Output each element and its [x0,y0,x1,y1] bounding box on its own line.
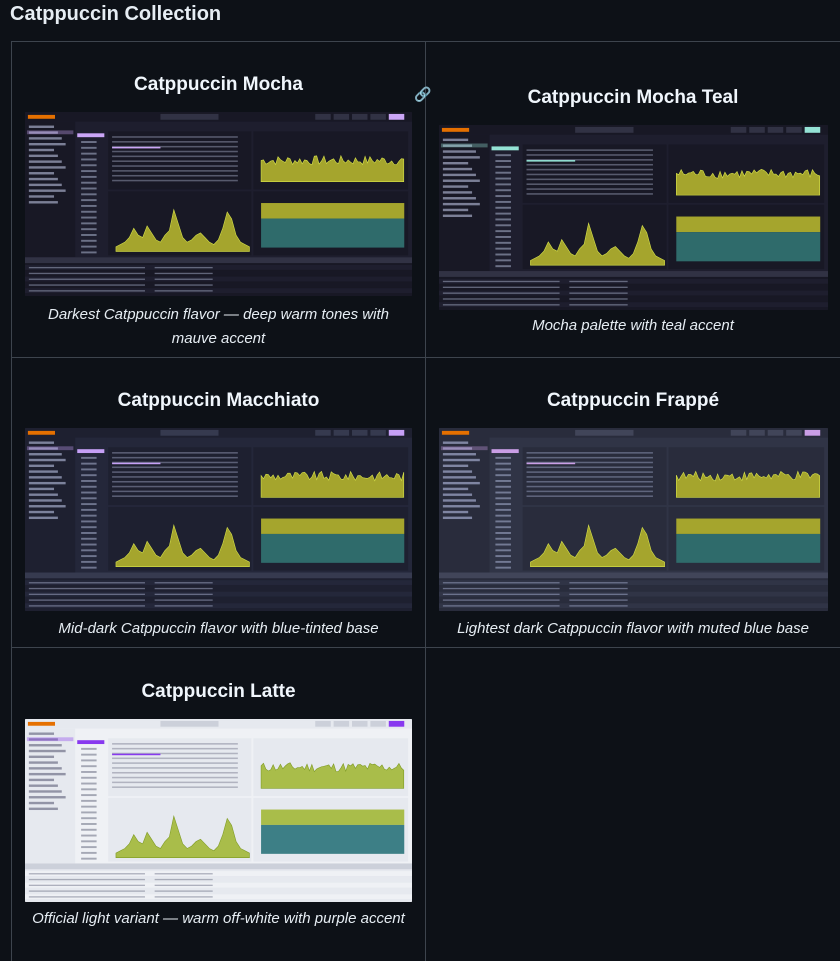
theme-grid: Catppuccin Mocha 🔗 Darkest Catppuccin fl… [11,41,840,961]
page-title: Catppuccin Collection [10,3,222,25]
theme-caption: Mid-dark Catppuccin flavor with blue-tin… [58,620,379,637]
link-icon[interactable]: 🔗 [414,86,432,102]
dashboard-thumbnail [25,112,412,296]
empty-cell [426,648,840,961]
theme-title: Catppuccin Latte [141,681,296,702]
dashboard-thumbnail [25,428,412,611]
theme-screenshot [439,428,828,611]
theme-card-mocha: Catppuccin Mocha 🔗 Darkest Catppuccin fl… [12,42,431,358]
theme-card-frappe: Catppuccin Frappé Lightest dark Catppucc… [426,358,840,648]
dashboard-thumbnail [439,125,828,310]
theme-title: Catppuccin Macchiato [117,390,320,411]
theme-caption: Darkest Catppuccin flavor — deep warm to… [48,306,389,347]
dashboard-thumbnail [25,719,412,902]
theme-card-macchiato: Catppuccin Macchiato Mid-dark Catppuccin… [12,358,426,648]
theme-title: Catppuccin Frappé [546,390,720,411]
theme-card-latte: Catppuccin Latte Official light variant … [12,648,426,961]
dashboard-thumbnail [439,428,828,611]
theme-title: Catppuccin Mocha Teal [527,87,739,108]
theme-screenshot [25,428,412,611]
theme-card-mocha-teal: Catppuccin Mocha Teal Mocha palette with… [426,42,840,358]
theme-screenshot [25,719,412,902]
theme-screenshot [25,112,412,296]
theme-title: Catppuccin Mocha [134,74,303,95]
theme-screenshot [439,125,828,310]
theme-caption: Lightest dark Catppuccin flavor with mut… [457,620,809,637]
theme-caption: Mocha palette with teal accent [532,317,734,334]
theme-caption: Official light variant — warm off-white … [32,910,405,927]
